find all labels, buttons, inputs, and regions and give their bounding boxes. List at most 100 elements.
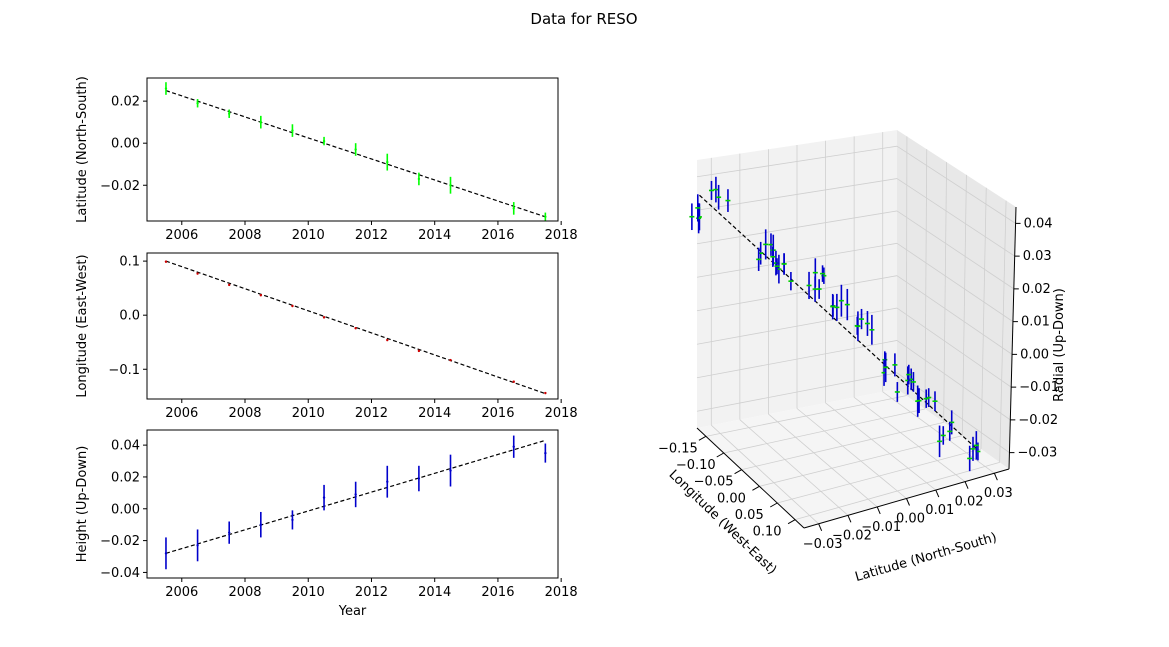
data-point	[196, 272, 199, 275]
y3d-tick-label: 0.01	[925, 503, 954, 518]
z3d-axis-label: Radial (Up-Down)	[1052, 288, 1067, 402]
y3d-tick-mark	[964, 481, 969, 489]
grid-line	[696, 340, 898, 379]
data-point	[164, 260, 168, 263]
data-point	[228, 112, 231, 115]
trajectory-3d-panel: −0.15−0.10−0.050.000.050.10−0.03−0.02−0.…	[658, 130, 1067, 585]
grid-line	[961, 174, 967, 436]
grid-line	[896, 210, 1015, 290]
grid-line	[896, 145, 1016, 224]
x-tick-label: 2006	[165, 406, 198, 421]
y-axis-label: Height (Up-Down)	[75, 446, 90, 563]
data-point	[544, 391, 547, 395]
x-tick-label: 2008	[228, 406, 261, 421]
x-tick-label: 2018	[545, 228, 578, 243]
data-point	[322, 316, 326, 319]
data-point	[544, 451, 547, 455]
grid-line	[896, 307, 1012, 388]
grid-line	[696, 145, 898, 178]
y-tick-label: 0.1	[119, 255, 140, 270]
y3d-tick-mark	[993, 473, 998, 481]
x-tick-label: 2010	[292, 585, 325, 600]
grid-line	[882, 391, 995, 474]
y3d-tick-label: −0.01	[861, 520, 901, 535]
y3d-tick-mark	[876, 506, 881, 515]
x-tick-label: 2018	[545, 585, 578, 600]
x-tick-label: 2016	[481, 585, 514, 600]
y-tick-label: 0.04	[111, 439, 140, 454]
z3d-tick-label: 0.02	[1022, 282, 1051, 297]
grid-line	[696, 372, 898, 412]
data-point	[386, 160, 389, 164]
axes-frame	[146, 252, 559, 400]
z3d-tick-label: −0.03	[1017, 446, 1057, 461]
z3d-tick-label: 0.00	[1020, 347, 1049, 362]
grid-line	[896, 242, 1014, 322]
data-point	[354, 326, 357, 330]
data-point	[354, 493, 357, 496]
x3d-axis-line	[696, 427, 805, 529]
grid-line	[696, 242, 898, 278]
figure-title: Data for RESO	[530, 10, 637, 28]
data-point	[228, 531, 231, 534]
x3d-tick-label: −0.15	[658, 441, 698, 456]
y3d-axis-line	[803, 468, 1010, 529]
data-point	[417, 177, 421, 181]
grid-line	[696, 210, 898, 245]
grid-line	[905, 136, 908, 396]
grid-line	[999, 200, 1007, 463]
y-tick-label: −0.02	[100, 534, 140, 549]
y-axis-label: Longitude (East-West)	[75, 254, 90, 397]
x-tick-label: 2014	[418, 228, 451, 243]
grid-line	[711, 424, 819, 525]
y-tick-label: 0.00	[111, 502, 140, 517]
y3d-tick-mark	[906, 498, 910, 506]
y3d-tick-mark	[818, 523, 823, 531]
data-point	[228, 283, 231, 287]
y3d-tick-label: 0.00	[896, 512, 925, 527]
data-point	[291, 518, 294, 522]
y-axis-label: Latitude (North-South)	[75, 76, 90, 223]
x3d-tick-mark	[734, 469, 742, 475]
data-point	[164, 87, 168, 90]
data-point	[417, 477, 421, 480]
data-point	[449, 184, 452, 187]
data-point	[386, 480, 389, 483]
data-point	[164, 552, 168, 555]
y-tick-label: 0.00	[111, 137, 140, 152]
x3d-tick-mark	[716, 452, 724, 458]
height-panel: 2006 2008 2010 2012 2014 2016 2018 0.04 0.02 0.00…	[75, 429, 578, 619]
x-tick-label: 2010	[292, 406, 325, 421]
x-tick-label: 2016	[481, 228, 514, 243]
grid-line	[796, 408, 907, 499]
grid-line	[924, 149, 928, 410]
data-point	[259, 120, 263, 124]
x3d-tick-mark	[698, 435, 707, 441]
x3d-tick-label: 0.00	[717, 491, 746, 506]
pane-back-right	[897, 130, 1016, 469]
x-tick-label: 2008	[228, 228, 261, 243]
x3d-tick-mark	[752, 485, 760, 491]
x3d-tick-label: −0.05	[694, 475, 734, 490]
grid-line	[696, 275, 898, 312]
x-tick-label: 2008	[228, 585, 261, 600]
grid-line	[739, 419, 849, 516]
data-point	[291, 304, 294, 308]
y-tick-label: −0.1	[108, 363, 140, 378]
grid-line	[943, 162, 947, 423]
data-point	[512, 207, 515, 210]
y3d-tick-label: −0.03	[803, 537, 843, 552]
axes-frame	[146, 429, 559, 579]
grid-line	[896, 372, 1010, 453]
fit-line-3d	[699, 194, 979, 451]
data-point	[322, 496, 326, 499]
data-point	[449, 469, 452, 472]
fit-line	[165, 260, 546, 395]
grid-line	[896, 178, 1015, 257]
y-tick-label: 0.02	[111, 470, 140, 485]
x-tick-label: 2006	[165, 228, 198, 243]
data-point	[259, 523, 263, 526]
x3d-tick-label: 0.10	[753, 525, 782, 540]
data-point	[386, 338, 389, 342]
